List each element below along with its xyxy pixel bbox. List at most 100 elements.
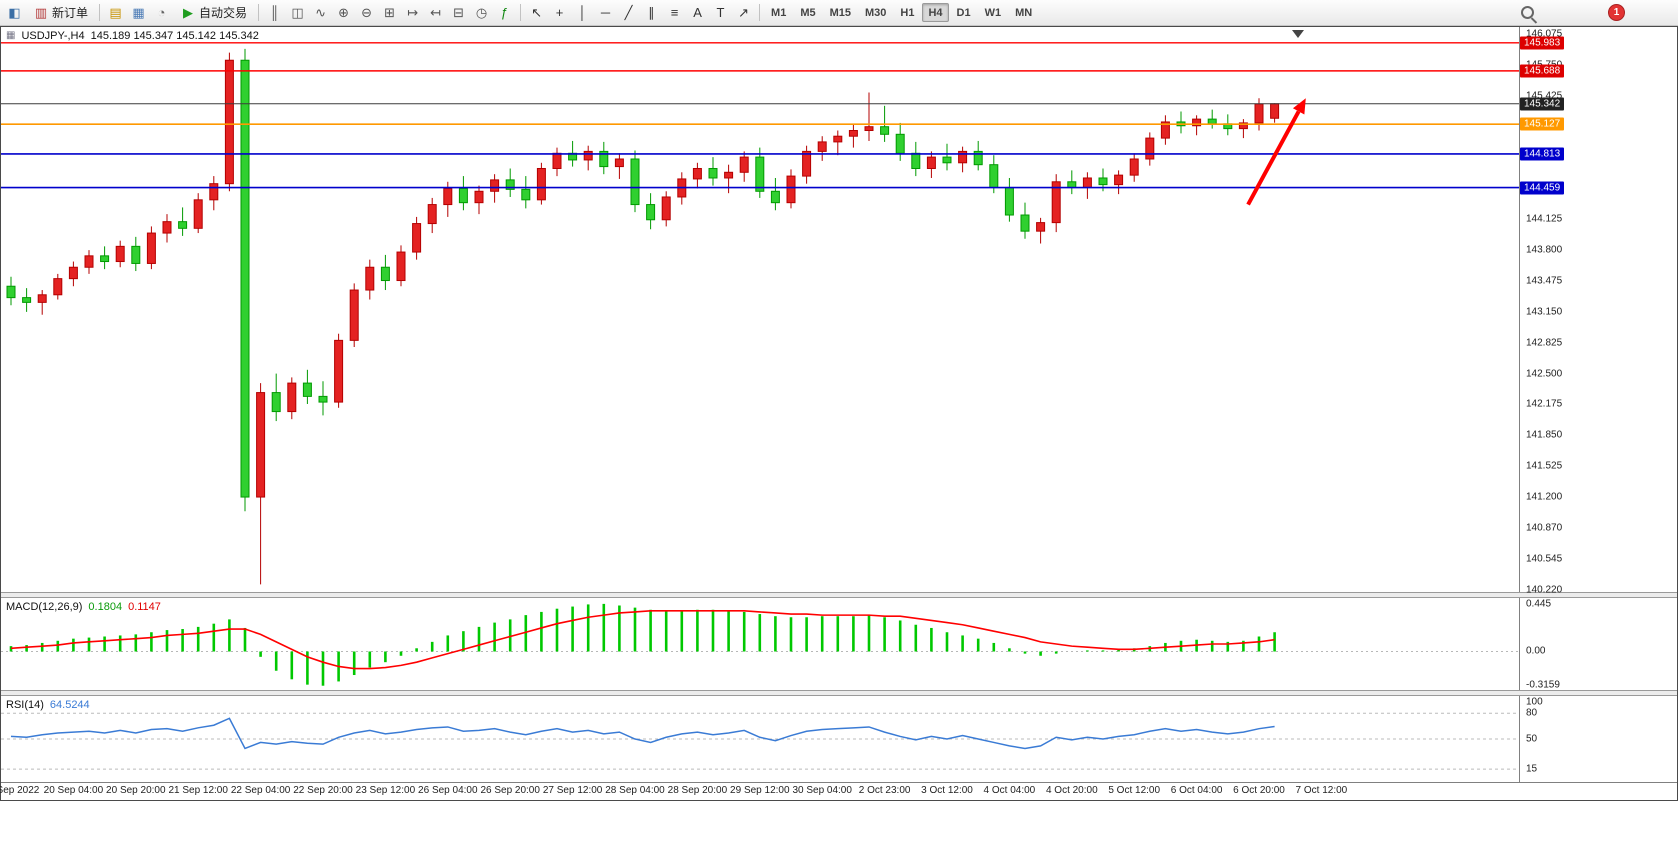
candle — [6, 276, 16, 306]
price-tag: 144.459 — [1520, 181, 1565, 195]
candle — [1192, 115, 1202, 136]
macd-axis[interactable]: 0.445 0.00 -0.3159 — [1519, 598, 1677, 691]
search-icon[interactable] — [1521, 6, 1534, 19]
candlestick-chart[interactable] — [1, 27, 1519, 592]
candle — [614, 153, 624, 179]
price-tag: 145.342 — [1520, 97, 1565, 111]
rsi-panel[interactable]: RSI(14) 64.5244 100 80 50 15 — [1, 696, 1677, 782]
horizontal-line-icon[interactable]: ─ — [600, 5, 611, 20]
chart-shift-marker[interactable] — [1292, 30, 1304, 38]
candle — [162, 214, 172, 243]
trendline-icon[interactable]: ╱ — [624, 5, 633, 20]
candle — [474, 185, 484, 215]
text-label-icon[interactable]: T — [716, 5, 725, 20]
candle — [1254, 98, 1264, 131]
timeframe-d1[interactable]: D1 — [956, 6, 971, 19]
macd-plot-area[interactable]: MACD(12,26,9) 0.1804 0.1147 — [1, 598, 1519, 690]
candle — [942, 143, 952, 171]
macd-signal-line — [10, 610, 1275, 670]
candle — [115, 240, 125, 268]
timeframe-w1[interactable]: W1 — [984, 6, 1002, 19]
rsi-chart[interactable] — [1, 696, 1519, 782]
periods-icon[interactable]: ◷ — [475, 5, 488, 20]
rsi-axis[interactable]: 100 80 50 15 — [1519, 696, 1677, 782]
terminal-app-icon[interactable]: ◧ — [8, 5, 21, 20]
panel-splitter[interactable] — [1, 690, 1677, 696]
candle — [349, 283, 359, 348]
data-window-icon[interactable]: ▦ — [132, 5, 145, 20]
rsi-plot-area[interactable]: RSI(14) 64.5244 — [1, 696, 1519, 782]
timeframe-h4[interactable]: H4 — [922, 3, 949, 22]
candle — [146, 226, 156, 270]
time-label: 6 Oct 20:00 — [1233, 785, 1285, 796]
vertical-line-icon[interactable]: │ — [578, 5, 587, 20]
time-label: 27 Sep 12:00 — [542, 785, 603, 796]
indicators-icon[interactable]: ƒ — [500, 5, 509, 20]
candle — [646, 193, 656, 230]
time-label: 28 Sep 20:00 — [667, 785, 728, 796]
macd-panel[interactable]: MACD(12,26,9) 0.1804 0.1147 0.445 0.00 -0.… — [1, 598, 1677, 691]
timeframe-m15[interactable]: M15 — [829, 6, 851, 19]
auto-scroll-icon[interactable]: ↦ — [407, 5, 418, 20]
crosshair-icon[interactable]: + — [555, 5, 564, 20]
time-label: 29 Sep 12:00 — [730, 785, 790, 796]
mt4-window: ◧ ▥ 新订单 ▤ ▦ ◔ ▶ 自动交易 ║ ◫ ∿ ⊕ ⊖ ⊞ ↦ ↤ ⊟ ◷ ƒ ↖ + │ ─ ╱ ∥ ≡ A T… — [0, 0, 1678, 801]
timeframe-m5[interactable]: M5 — [800, 6, 816, 19]
timeframe-m1[interactable]: M1 — [771, 6, 787, 19]
new-chart-icon[interactable]: ⊟ — [453, 5, 464, 20]
price-tick: 142.825 — [1526, 337, 1563, 349]
new-order-button[interactable]: ▥ 新订单 — [26, 3, 95, 23]
fibonacci-icon[interactable]: ≡ — [670, 5, 679, 20]
candle — [427, 197, 437, 234]
candle — [1207, 109, 1217, 129]
macd-main-value: 0.1804 — [88, 601, 123, 613]
candlestick-plot-area[interactable]: ▦ USDJPY-,H4 145.189 145.347 145.142 145… — [1, 27, 1519, 592]
candle — [630, 150, 640, 213]
candle — [552, 147, 562, 177]
navigator-icon[interactable]: ◔ — [157, 5, 166, 20]
timeframe-h1[interactable]: H1 — [900, 6, 915, 19]
candle — [973, 140, 983, 171]
trend-arrow-annotation[interactable] — [1246, 98, 1306, 206]
timeframe-mn[interactable]: MN — [1015, 6, 1033, 19]
bar-chart-icon[interactable]: ║ — [269, 5, 280, 20]
macd-signal-value: 0.1147 — [128, 601, 161, 613]
timeframe-m30[interactable]: M30 — [865, 6, 887, 19]
macd-chart[interactable] — [1, 598, 1519, 690]
candle — [583, 145, 593, 171]
zoom-out-icon[interactable]: ⊖ — [361, 5, 372, 20]
price-axis[interactable]: 146.075145.750145.425145.100144.775144.4… — [1519, 27, 1677, 596]
price-tick: 143.150 — [1526, 306, 1563, 318]
price-tick: 140.545 — [1526, 553, 1563, 565]
candle — [755, 147, 765, 198]
candle — [193, 193, 203, 234]
text-icon[interactable]: A — [693, 5, 702, 20]
candle — [895, 122, 905, 161]
zoom-in-icon[interactable]: ⊕ — [338, 5, 349, 20]
market-watch-icon[interactable]: ▤ — [109, 5, 122, 20]
panel-splitter[interactable] — [1, 592, 1677, 598]
candlestick-chart-icon[interactable]: ◫ — [291, 5, 304, 20]
candle — [1129, 153, 1139, 182]
line-chart-icon[interactable]: ∿ — [315, 5, 326, 20]
chart-shift-icon[interactable]: ↤ — [430, 5, 441, 20]
autotrading-button[interactable]: ▶ 自动交易 — [173, 3, 254, 23]
cursor-icon[interactable]: ↖ — [531, 5, 542, 20]
candle — [37, 290, 47, 315]
notification-badge[interactable]: 1 — [1608, 4, 1625, 21]
time-label: 22 Sep 04:00 — [230, 785, 291, 796]
main-panel[interactable]: ▦ USDJPY-,H4 145.189 145.347 145.142 145… — [1, 27, 1677, 596]
macd-tick: -0.3159 — [1526, 679, 1560, 691]
time-label: 20 Sep 20:00 — [106, 785, 166, 796]
candle — [1270, 103, 1280, 123]
tile-windows-icon[interactable]: ⊞ — [384, 5, 395, 20]
arrows-icon[interactable]: ↗ — [738, 5, 749, 20]
price-tag: 145.127 — [1520, 117, 1565, 131]
price-tick: 141.200 — [1526, 491, 1563, 503]
time-label: 23 Sep 12:00 — [355, 785, 416, 796]
rsi-tick: 15 — [1526, 763, 1538, 775]
channel-icon[interactable]: ∥ — [648, 5, 655, 20]
toolbar-separator — [759, 4, 761, 21]
candle — [505, 168, 515, 197]
